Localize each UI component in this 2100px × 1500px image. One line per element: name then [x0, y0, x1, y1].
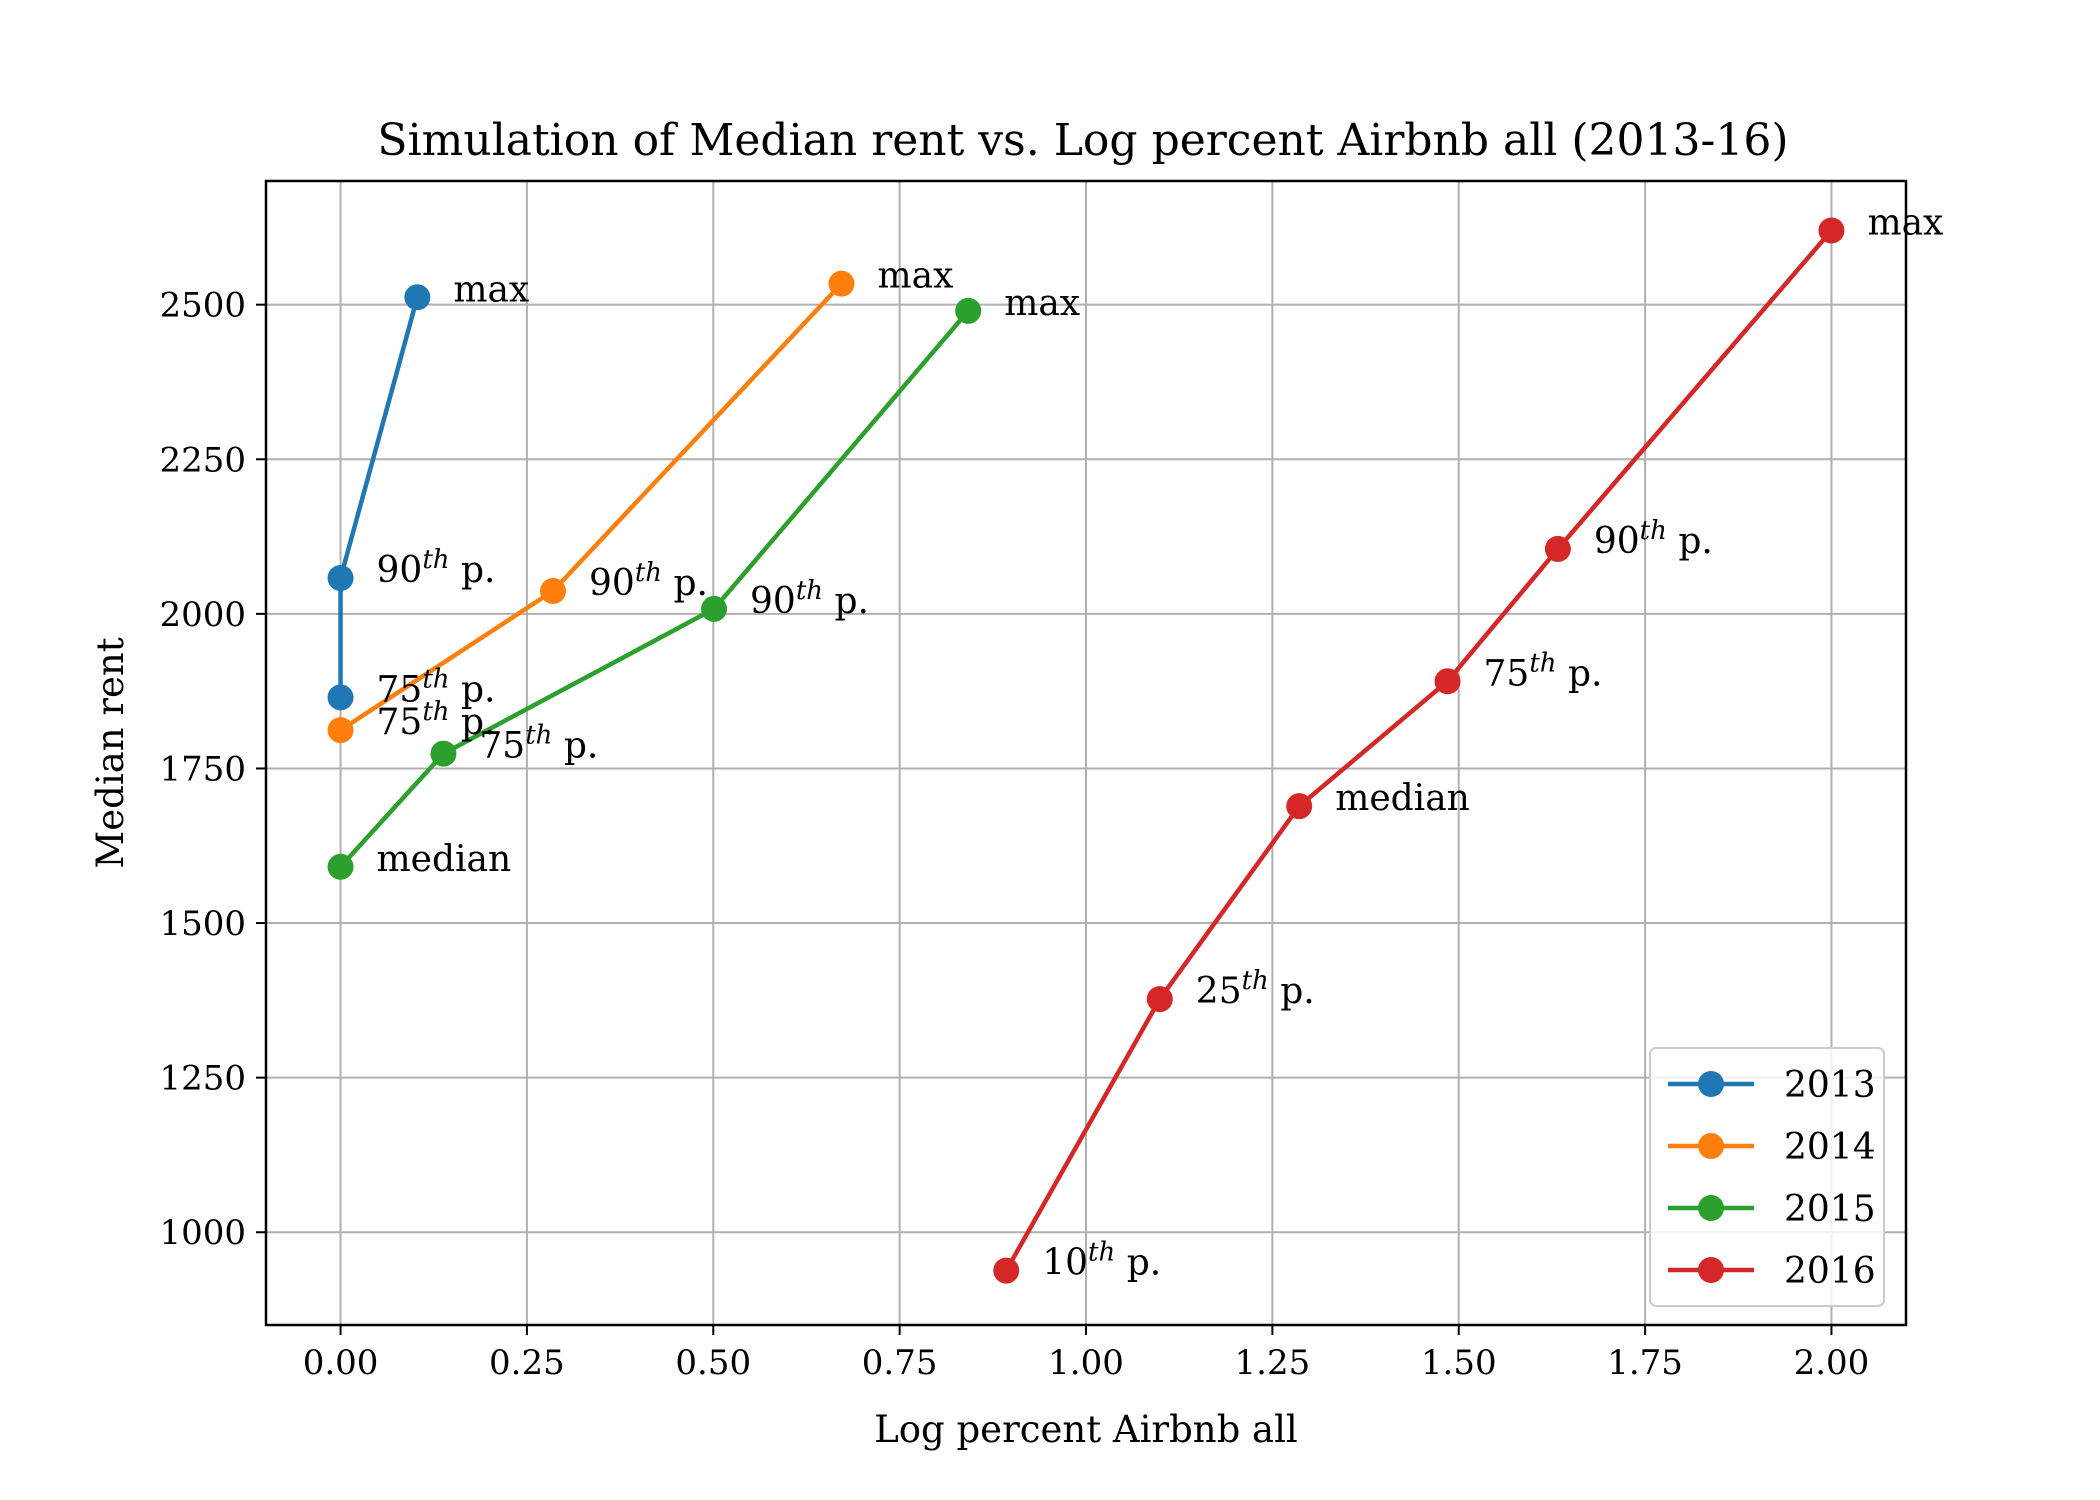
axis-ticks: 0.00 0.25 0.50 0.75 1.00 1.25 1.50 1.75 2.00 1000… [159, 286, 1869, 1383]
point-label: 75th p. [377, 664, 496, 710]
legend-marker-2014 [1698, 1133, 1724, 1159]
series-line-2016 [1004, 229, 1834, 1272]
data-point-2016 [1146, 986, 1173, 1013]
legend-marker-2015 [1698, 1195, 1724, 1221]
data-point-2015 [327, 853, 354, 880]
y-tick-label: 1750 [159, 749, 246, 789]
series-layer [327, 217, 1845, 1284]
x-tick-label: 1.75 [1607, 1343, 1683, 1383]
data-point-2016 [1818, 217, 1845, 244]
data-point-2015 [701, 595, 728, 622]
point-label: 75th p. [479, 721, 598, 767]
point-label: 10th p. [1042, 1238, 1161, 1284]
point-label: median [1335, 778, 1470, 819]
x-tick-label: 0.00 [303, 1343, 379, 1383]
y-tick-label: 1000 [159, 1213, 246, 1253]
y-tick-label: 2500 [159, 286, 246, 326]
data-point-2016 [1434, 668, 1461, 695]
x-tick-label: 1.00 [1048, 1343, 1124, 1383]
point-label: 75th p. [377, 697, 496, 743]
x-tick-label: 1.50 [1421, 1343, 1497, 1383]
legend-label: 2014 [1784, 1127, 1876, 1168]
data-point-2014 [327, 717, 354, 744]
data-point-2013 [404, 284, 431, 311]
data-point-2016 [993, 1257, 1020, 1284]
series-line-2015 [338, 309, 970, 869]
data-point-2015 [430, 740, 457, 767]
data-point-2014 [828, 270, 855, 297]
x-axis-label: Log percent Airbnb all [874, 1408, 1298, 1451]
point-label: 90th p. [377, 545, 496, 591]
point-label: max [877, 256, 953, 297]
chart-title: Simulation of Median rent vs. Log percen… [377, 115, 1788, 166]
x-tick-label: 0.25 [489, 1343, 565, 1383]
data-point-2014 [540, 577, 566, 604]
point-label: max [453, 269, 529, 310]
y-tick-label: 2250 [159, 440, 246, 480]
legend-label: 2015 [1784, 1189, 1876, 1230]
point-label: 90th p. [589, 558, 708, 604]
data-point-2013 [327, 684, 354, 711]
legend-marker-2013 [1698, 1071, 1724, 1097]
legend-label: 2013 [1784, 1065, 1876, 1106]
point-label: max [1004, 283, 1080, 324]
point-label: 25th p. [1196, 966, 1315, 1012]
point-label: 90th p. [1594, 516, 1713, 562]
x-tick-label: 0.75 [862, 1343, 938, 1383]
legend-label: 2016 [1784, 1251, 1876, 1292]
grid-lines [266, 181, 1906, 1325]
x-tick-label: 0.50 [675, 1343, 751, 1383]
point-label: median [377, 839, 512, 880]
data-point-2013 [327, 564, 354, 591]
x-tick-label: 1.25 [1235, 1343, 1311, 1383]
point-annotations: 75th p. 90th p. max 75th p. 90th p. max median… [377, 202, 1944, 1283]
point-label: 90th p. [750, 576, 869, 622]
y-tick-label: 2000 [159, 595, 246, 635]
y-tick-label: 1500 [159, 904, 246, 944]
data-point-2016 [1286, 793, 1313, 820]
legend-marker-2016 [1698, 1257, 1724, 1283]
data-point-2016 [1544, 535, 1571, 562]
x-tick-label: 2.00 [1794, 1343, 1870, 1383]
legend: 2013 2014 2015 2016 [1649, 1047, 1885, 1307]
legend-box [1649, 1047, 1885, 1307]
point-label: 75th p. [1484, 648, 1603, 694]
y-axis-label: Median rent [89, 637, 132, 868]
y-tick-label: 1250 [159, 1059, 246, 1099]
data-point-2015 [955, 297, 982, 324]
